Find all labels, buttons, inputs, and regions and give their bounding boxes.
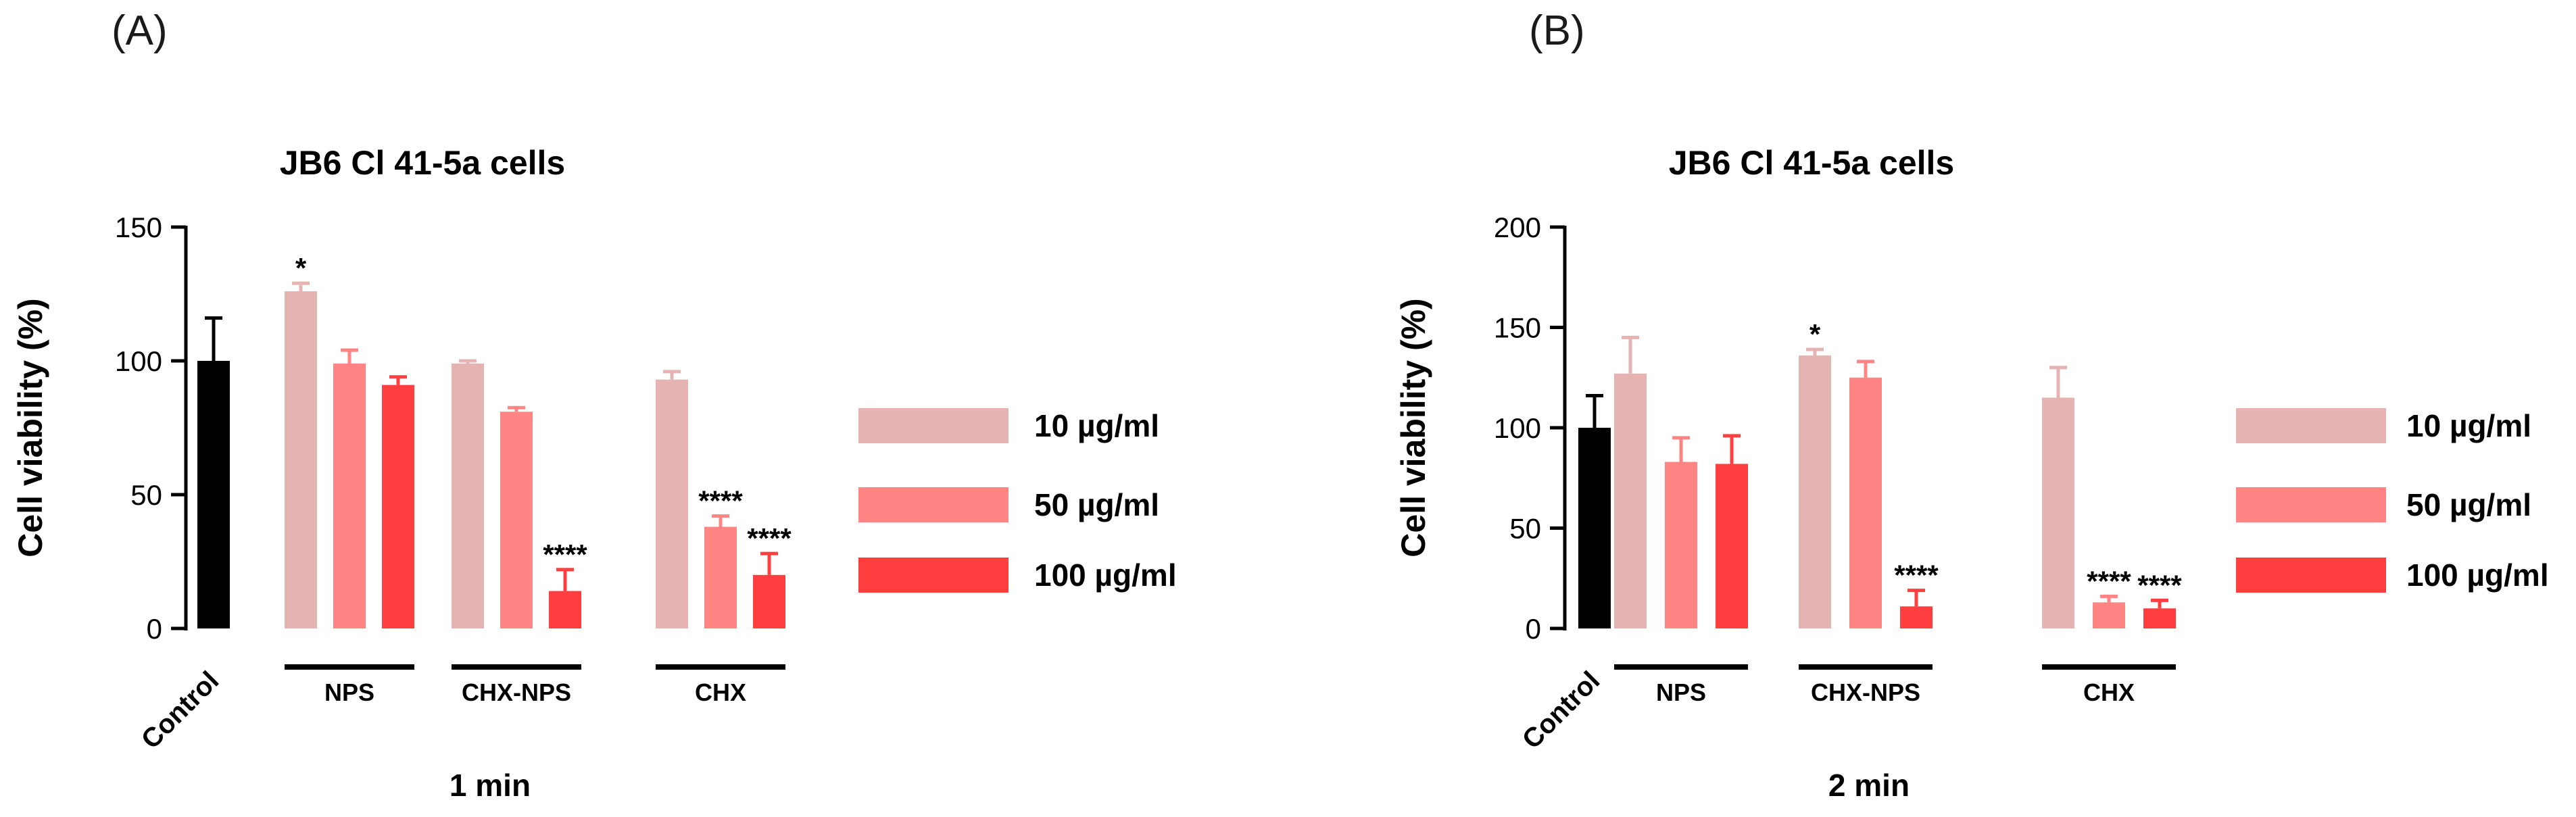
legend-label: 10 µg/ml bbox=[1034, 408, 1159, 443]
y-tick-label: 100 bbox=[115, 345, 162, 377]
bar-chx-nps-c10 bbox=[452, 363, 484, 628]
y-tick-label: 100 bbox=[1494, 412, 1541, 444]
panel-label-a: (A) bbox=[112, 7, 168, 54]
bar-chx-c50 bbox=[2093, 602, 2125, 628]
significance-marker: **** bbox=[543, 539, 587, 570]
y-tick-label: 200 bbox=[1494, 212, 1541, 243]
y-tick-label: 150 bbox=[115, 212, 162, 243]
x-axis-label: 1 min bbox=[449, 768, 531, 803]
significance-marker: **** bbox=[2087, 565, 2131, 597]
bar-chx-c10 bbox=[2042, 397, 2074, 628]
x-label-control: Control bbox=[1517, 666, 1606, 755]
bar-nps-c50 bbox=[1665, 462, 1697, 628]
y-tick-label: 150 bbox=[1494, 312, 1541, 344]
bar-control bbox=[197, 361, 230, 628]
significance-marker: **** bbox=[1894, 560, 1939, 591]
bar-chx-nps-c50 bbox=[1849, 377, 1882, 628]
x-group-label: CHX bbox=[2083, 678, 2135, 706]
y-tick-label: 50 bbox=[130, 479, 162, 511]
significance-marker: * bbox=[295, 252, 307, 284]
bar-chx-c100 bbox=[753, 574, 785, 628]
legend-swatch-c50 bbox=[858, 487, 1008, 522]
x-label-control: Control bbox=[136, 666, 225, 755]
bar-nps-c50 bbox=[333, 363, 366, 628]
y-tick-label: 0 bbox=[147, 613, 162, 645]
legend-swatch-c10 bbox=[858, 408, 1008, 443]
legend-label: 100 µg/ml bbox=[2406, 558, 2549, 593]
bar-chx-nps-c100 bbox=[1900, 606, 1933, 628]
significance-marker: * bbox=[1809, 318, 1821, 350]
legend-label: 100 µg/ml bbox=[1034, 558, 1177, 593]
y-axis-label: Cell viability (%) bbox=[11, 298, 49, 557]
x-group-label: CHX-NPS bbox=[462, 678, 571, 706]
legend-label: 50 µg/ml bbox=[1034, 487, 1159, 522]
bar-chx-nps-c10 bbox=[1799, 355, 1831, 628]
y-tick-label: 50 bbox=[1509, 513, 1541, 545]
significance-marker: **** bbox=[747, 522, 792, 554]
legend-swatch-c100 bbox=[858, 558, 1008, 593]
legend-swatch-c10 bbox=[2236, 408, 2386, 443]
bar-nps-c10 bbox=[1614, 373, 1647, 628]
x-group-label: NPS bbox=[1656, 678, 1706, 706]
bar-chx-c10 bbox=[656, 379, 688, 628]
chart-title: JB6 Cl 41-5a cells bbox=[1669, 144, 1955, 182]
x-axis-label: 2 min bbox=[1828, 768, 1910, 803]
bar-chx-nps-c100 bbox=[549, 591, 581, 628]
y-axis-label: Cell viability (%) bbox=[1394, 298, 1432, 557]
legend-label: 50 µg/ml bbox=[2406, 487, 2531, 522]
legend-label: 10 µg/ml bbox=[2406, 408, 2531, 443]
significance-marker: **** bbox=[698, 485, 743, 517]
chart-title: JB6 Cl 41-5a cells bbox=[280, 144, 566, 182]
panel-label-b: (B) bbox=[1529, 7, 1585, 54]
bar-nps-c10 bbox=[285, 291, 317, 628]
x-group-label: CHX-NPS bbox=[1811, 678, 1920, 706]
y-tick-label: 0 bbox=[1526, 613, 1541, 645]
legend-swatch-c100 bbox=[2236, 558, 2386, 593]
bar-nps-c100 bbox=[382, 385, 414, 628]
bar-nps-c100 bbox=[1716, 464, 1748, 628]
bar-chx-c50 bbox=[704, 526, 737, 628]
x-group-label: NPS bbox=[324, 678, 374, 706]
bar-chx-c100 bbox=[2143, 608, 2176, 628]
bar-chx-nps-c50 bbox=[500, 412, 533, 628]
legend-swatch-c50 bbox=[2236, 487, 2386, 522]
significance-marker: **** bbox=[2137, 569, 2182, 601]
bar-control bbox=[1578, 428, 1611, 628]
x-group-label: CHX bbox=[695, 678, 746, 706]
